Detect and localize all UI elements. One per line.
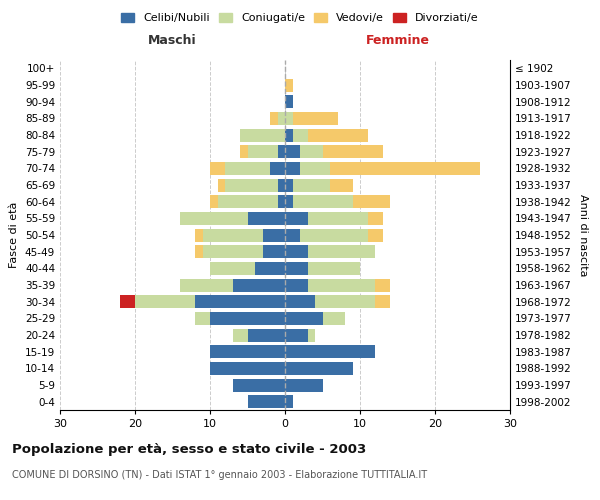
Bar (195, 228, 203, 241)
Bar (293, 178, 330, 192)
Bar (285, 245, 308, 258)
Bar (225, 162, 270, 175)
Bar (195, 245, 203, 258)
Bar (285, 328, 308, 342)
Text: Maschi: Maschi (148, 34, 197, 46)
Bar (375, 278, 390, 291)
Bar (293, 112, 337, 125)
Bar (285, 95, 293, 108)
Bar (308, 212, 367, 225)
Bar (240, 145, 248, 158)
Bar (293, 128, 308, 141)
Bar (300, 228, 367, 241)
Bar (225, 178, 277, 192)
Bar (375, 295, 390, 308)
Bar (285, 145, 300, 158)
Bar (300, 162, 330, 175)
Bar (353, 195, 390, 208)
Bar (285, 178, 293, 192)
Bar (285, 128, 293, 141)
Bar (285, 162, 300, 175)
Y-axis label: Fasce di età: Fasce di età (10, 202, 19, 268)
Bar (135, 295, 195, 308)
Bar (323, 145, 383, 158)
Bar (210, 345, 285, 358)
Bar (233, 278, 285, 291)
Bar (277, 112, 285, 125)
Bar (367, 212, 383, 225)
Bar (285, 278, 308, 291)
Bar (248, 328, 285, 342)
Bar (293, 195, 353, 208)
Bar (195, 312, 210, 325)
Bar (285, 362, 353, 375)
Bar (315, 295, 375, 308)
Bar (330, 162, 480, 175)
Bar (263, 228, 285, 241)
Bar (300, 145, 323, 158)
Bar (367, 228, 383, 241)
Bar (180, 278, 233, 291)
Bar (308, 245, 375, 258)
Bar (308, 128, 367, 141)
Bar (330, 178, 353, 192)
Bar (218, 195, 277, 208)
Bar (248, 395, 285, 408)
Bar (210, 262, 255, 275)
Bar (210, 362, 285, 375)
Bar (180, 212, 248, 225)
Bar (308, 262, 360, 275)
Bar (248, 145, 277, 158)
Bar (277, 145, 285, 158)
Bar (285, 195, 293, 208)
Bar (270, 112, 277, 125)
Bar (323, 312, 345, 325)
Bar (270, 162, 285, 175)
Bar (285, 262, 308, 275)
Bar (195, 295, 285, 308)
Bar (285, 295, 315, 308)
Bar (240, 128, 285, 141)
Bar (255, 262, 285, 275)
Text: Femmine: Femmine (365, 34, 430, 46)
Bar (203, 228, 263, 241)
Bar (285, 78, 293, 92)
Bar (210, 312, 285, 325)
Bar (308, 278, 375, 291)
Text: Popolazione per età, sesso e stato civile - 2003: Popolazione per età, sesso e stato civil… (12, 442, 366, 456)
Bar (285, 378, 323, 392)
Bar (233, 378, 285, 392)
Legend: Celibi/Nubili, Coniugati/e, Vedovi/e, Divorziati/e: Celibi/Nubili, Coniugati/e, Vedovi/e, Di… (117, 8, 483, 28)
Text: COMUNE DI DORSINO (TN) - Dati ISTAT 1° gennaio 2003 - Elaborazione TUTTITALIA.IT: COMUNE DI DORSINO (TN) - Dati ISTAT 1° g… (12, 470, 427, 480)
Bar (210, 162, 225, 175)
Bar (277, 178, 285, 192)
Y-axis label: Anni di nascita: Anni di nascita (578, 194, 588, 276)
Bar (308, 328, 315, 342)
Bar (248, 212, 285, 225)
Bar (218, 178, 225, 192)
Bar (277, 195, 285, 208)
Bar (210, 195, 218, 208)
Bar (285, 212, 308, 225)
Bar (285, 228, 300, 241)
Bar (120, 295, 135, 308)
Bar (285, 312, 323, 325)
Bar (285, 112, 293, 125)
Bar (203, 245, 263, 258)
Bar (263, 245, 285, 258)
Bar (233, 328, 248, 342)
Bar (285, 395, 293, 408)
Bar (285, 345, 375, 358)
